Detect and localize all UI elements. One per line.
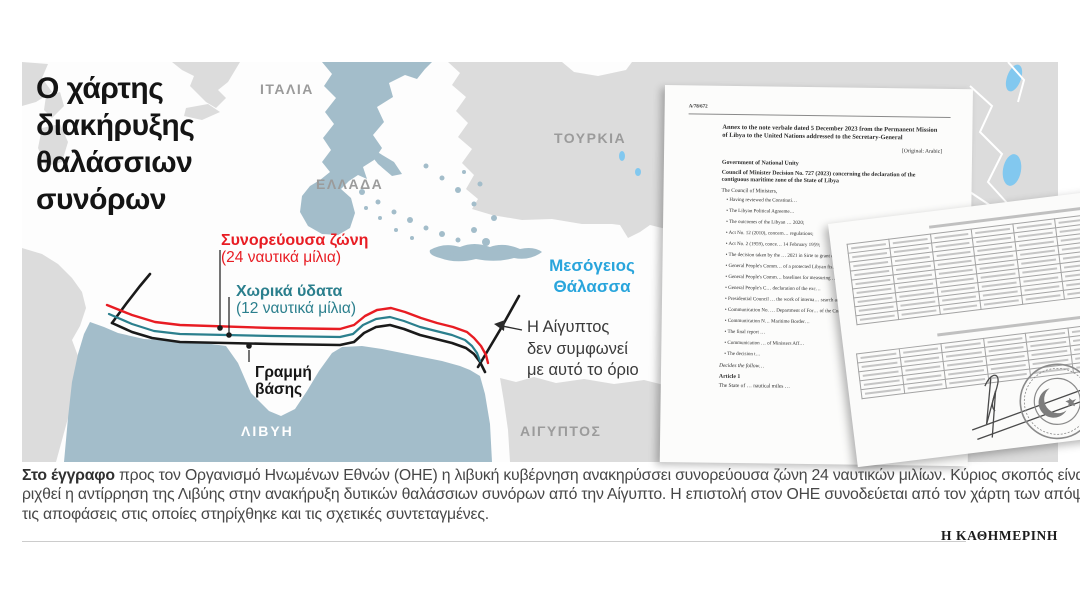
- label-mediterranean-sea: Μεσόγειος Θάλασσα: [549, 256, 635, 296]
- label-turkey: ΤΟΥΡΚΙΑ: [554, 130, 627, 146]
- label-egypt: ΑΙΓΥΠΤΟΣ: [520, 423, 602, 439]
- territorial-waters-line: [107, 312, 482, 363]
- land-libya: [64, 322, 492, 462]
- official-stamp-and-signature: [971, 363, 1080, 441]
- signature-icon: [971, 374, 1080, 441]
- land-greece-balkans: [300, 62, 432, 235]
- black-sea-notch: [562, 62, 632, 76]
- arabic-annex-document: [828, 185, 1080, 468]
- land-highlighted: [64, 62, 542, 462]
- credit-rule: [22, 541, 966, 542]
- contiguous-zone-annotation: Συνορεύουσα ζώνη (24 ναυτικά μίλια): [221, 232, 369, 266]
- land-italy: [172, 62, 240, 108]
- title-line: διακήρυξης: [36, 109, 195, 142]
- caption-line-2: ριχθεί η αντίρρηση της Λιβύης στην ανακή…: [22, 486, 1080, 504]
- document-opening: The Council of Ministers,: [721, 187, 778, 195]
- label-greece: ΕΛΛΑΔΑ: [316, 176, 384, 192]
- egypt-disagreement-note: Η Αίγυπτος δεν συμφωνεί με αυτό το όριο: [527, 318, 639, 379]
- document-bullet: Having reviewed the Constituti…: [729, 198, 941, 207]
- caption: Στο έγγραφο προς τον Οργανισμό Ηνωμένων …: [22, 466, 1080, 524]
- title-line: Ο χάρτης: [36, 72, 164, 105]
- contiguous-zone-line: [105, 303, 490, 365]
- label-libya: ΛΙΒΥΗ: [241, 423, 294, 439]
- baseline-line: [110, 321, 487, 374]
- newspaper-credit: Η ΚΑΘΗΜΕΡΙΝΗ: [940, 528, 1058, 543]
- caption-line-1: Στο έγγραφο προς τον Οργανισμό Ηνωμένων …: [22, 467, 1080, 484]
- egypt-note-arrow: [494, 320, 523, 331]
- crescent-stamp-icon: [1019, 363, 1080, 440]
- infographic-title: Ο χάρτης διακήρυξης θαλάσσιων συνόρων: [36, 70, 195, 218]
- government-heading: Government of National Unity: [721, 159, 799, 167]
- caption-lead: Στο έγγραφο: [22, 467, 115, 484]
- leader-dots: [217, 325, 252, 349]
- label-italy: ΙΤΑΛΙΑ: [260, 81, 314, 97]
- title-line: θαλάσσιων: [36, 146, 193, 179]
- island-crete: [429, 244, 542, 262]
- leader-lines: [219, 250, 250, 362]
- annex-title: Annex to the note verbale dated 5 Decemb…: [722, 123, 938, 142]
- baseline-annotation: Γραμμή βάσης: [255, 364, 312, 398]
- island-euboea: [370, 150, 402, 176]
- coordinates-table-1: [847, 213, 1080, 325]
- title-line: συνόρων: [36, 183, 167, 216]
- lakes: [619, 64, 1023, 186]
- caption-line-3: τις αποφάσεις στις οποίες στηρίχθηκε και…: [22, 505, 489, 523]
- original-language-note: [Original: Arabic]: [901, 148, 943, 155]
- west-boundary-line: [110, 272, 152, 325]
- document-reference: A/78/672: [688, 104, 708, 110]
- decision-title: Council of Minister Decision No. 727 (20…: [721, 169, 916, 185]
- territorial-waters-annotation: Χωρικά ύδατα (12 ναυτικά μίλια): [236, 283, 356, 317]
- land-sicily: [184, 104, 220, 120]
- document-rule: [688, 113, 951, 118]
